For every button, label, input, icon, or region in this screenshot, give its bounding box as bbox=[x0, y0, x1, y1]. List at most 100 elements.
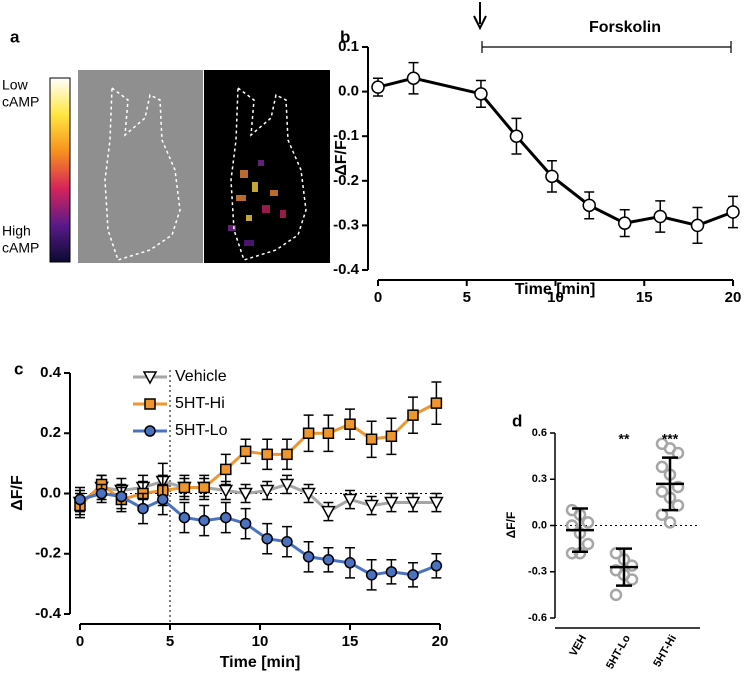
marker bbox=[279, 478, 295, 493]
x-tick-label: 0 bbox=[76, 633, 84, 650]
panel-label: b bbox=[340, 27, 350, 46]
marker bbox=[142, 371, 158, 385]
marker bbox=[342, 493, 358, 508]
marker bbox=[344, 418, 356, 430]
marker bbox=[385, 430, 398, 443]
y-tick-label: -0.3 bbox=[333, 216, 359, 233]
sd-bar bbox=[572, 507, 588, 553]
y-tick-label: -0.1 bbox=[333, 127, 359, 144]
marker bbox=[407, 569, 419, 581]
marker bbox=[690, 218, 705, 233]
y-tick-label: 0.6 bbox=[532, 427, 547, 439]
y-tick-label: -0.4 bbox=[35, 605, 62, 622]
fret-signal bbox=[228, 160, 286, 246]
panel-label: d bbox=[512, 411, 522, 430]
sd-bar bbox=[662, 456, 678, 512]
legend-label: 5HT-Hi bbox=[175, 395, 225, 412]
x-axis-title: Time [min] bbox=[220, 654, 301, 671]
data-point bbox=[581, 537, 595, 551]
x-tick-label: 20 bbox=[725, 289, 742, 306]
y-axis-title: ΔF/F bbox=[9, 475, 26, 511]
x-tick-label: 5HT-Lo bbox=[604, 633, 633, 672]
legend-label: Vehicle bbox=[175, 368, 227, 385]
marker bbox=[198, 514, 210, 527]
marker bbox=[137, 502, 149, 515]
y-tick-label: -0.6 bbox=[528, 612, 547, 624]
marker bbox=[115, 490, 128, 503]
marker bbox=[364, 499, 379, 514]
cell-outline bbox=[230, 86, 307, 261]
x-tick-label: 15 bbox=[636, 289, 653, 306]
marker bbox=[239, 445, 252, 458]
marker bbox=[429, 496, 444, 511]
colorbar-label: cAMP bbox=[2, 94, 39, 110]
y-axis-title: ΔF/F bbox=[333, 140, 350, 176]
legend-label: 5HT-Lo bbox=[175, 422, 228, 439]
x-tick-label: 10 bbox=[252, 633, 269, 650]
panel-label: c bbox=[14, 359, 23, 378]
data-point bbox=[625, 559, 639, 572]
significance: ** bbox=[619, 431, 630, 447]
x-tick-label: 5HT-Hi bbox=[651, 633, 679, 669]
colorbar bbox=[49, 77, 71, 263]
x-tick-label: 5 bbox=[166, 633, 174, 650]
marker bbox=[582, 198, 596, 213]
significance: *** bbox=[662, 431, 679, 447]
marker bbox=[617, 216, 632, 230]
marker bbox=[281, 448, 293, 461]
marker bbox=[406, 71, 421, 85]
marker bbox=[218, 484, 234, 499]
marker bbox=[545, 169, 559, 184]
marker bbox=[322, 554, 335, 566]
colorbar-label: Low bbox=[2, 77, 29, 93]
y-tick-label: -0.4 bbox=[333, 261, 360, 278]
marker bbox=[259, 484, 275, 499]
series-line bbox=[79, 491, 437, 577]
marker bbox=[509, 129, 524, 143]
marker bbox=[238, 487, 253, 502]
marker bbox=[198, 481, 210, 494]
marker bbox=[261, 532, 273, 545]
marker bbox=[322, 427, 335, 439]
panel-label: a bbox=[10, 27, 20, 46]
marker bbox=[144, 425, 156, 437]
marker bbox=[430, 397, 443, 409]
onset-arrow bbox=[473, 2, 487, 31]
marker bbox=[474, 87, 488, 101]
y-tick-label: 0.0 bbox=[338, 83, 359, 100]
brightfield-image bbox=[78, 70, 203, 263]
marker bbox=[653, 209, 667, 224]
marker bbox=[384, 496, 399, 511]
data-point bbox=[565, 547, 579, 560]
x-tick-label: 10 bbox=[547, 289, 564, 306]
marker bbox=[95, 487, 108, 500]
marker bbox=[371, 80, 385, 94]
y-axis-title: ΔF/F bbox=[504, 512, 518, 539]
marker bbox=[321, 505, 336, 520]
marker bbox=[365, 569, 378, 581]
marker bbox=[144, 398, 156, 410]
marker bbox=[430, 560, 443, 572]
marker bbox=[261, 448, 273, 461]
x-axis-title: Time [min] bbox=[515, 281, 596, 298]
marker bbox=[178, 511, 191, 524]
marker bbox=[281, 535, 293, 548]
data-point bbox=[655, 460, 669, 474]
marker bbox=[344, 557, 356, 569]
marker bbox=[407, 409, 419, 421]
marker bbox=[302, 427, 315, 439]
y-tick-label: 0.0 bbox=[40, 484, 61, 501]
marker bbox=[385, 566, 398, 578]
marker bbox=[239, 517, 252, 530]
marker bbox=[405, 496, 421, 511]
marker bbox=[178, 481, 191, 494]
marker bbox=[157, 493, 169, 506]
x-tick-label: 5 bbox=[463, 289, 471, 306]
y-tick-label: -0.2 bbox=[35, 545, 61, 562]
y-tick-label: 0.3 bbox=[532, 473, 547, 485]
data-point bbox=[625, 573, 639, 586]
x-tick-label: 0 bbox=[374, 289, 382, 306]
colorbar-label: cAMP bbox=[2, 240, 39, 256]
x-tick-label: VEH bbox=[567, 633, 589, 659]
marker bbox=[302, 551, 315, 563]
